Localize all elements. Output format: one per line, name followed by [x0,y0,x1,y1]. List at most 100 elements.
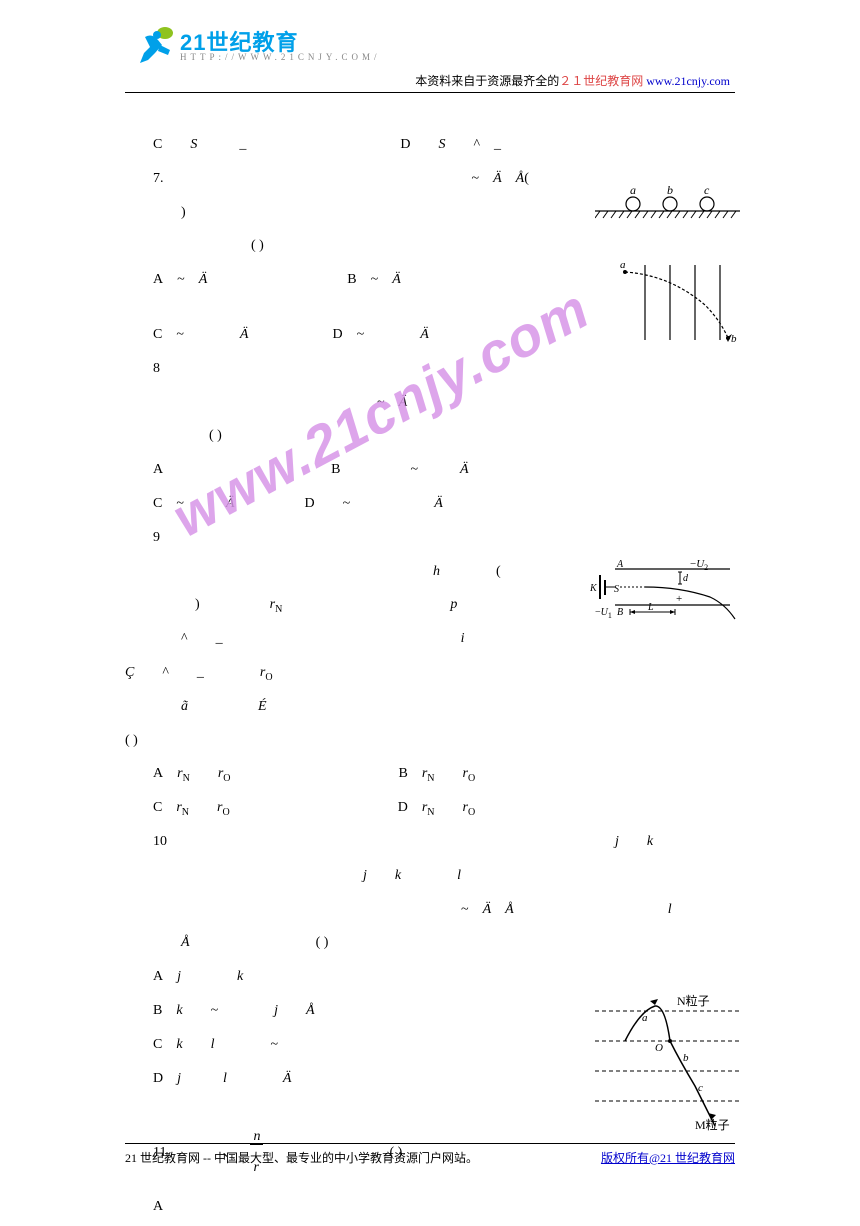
sym: ^ [473,137,480,152]
sym: Ä [434,496,443,511]
line-spacer2 [125,1097,735,1119]
line-15: )rNp [125,590,735,621]
svg-text:c: c [704,184,710,197]
var: k [395,868,401,883]
line-11: AB~Ä [125,455,735,486]
sym: Ä [460,462,469,477]
sym: ~ [177,272,185,287]
sym: ~ [461,902,469,917]
sym: Ä [283,1071,292,1086]
opt-a: A [153,1199,163,1214]
sub: N [182,807,189,818]
sub: O [222,807,229,818]
opt-b: B [399,766,408,781]
sym: Å [181,935,190,950]
paren: ) [195,597,200,612]
q-num: 8 [153,361,160,376]
sym: Å [505,902,514,917]
opt-b: B [153,1003,162,1018]
sym: Ä [199,272,208,287]
sym: ~ [176,327,184,342]
sym: ~ [377,395,385,410]
line-28: Ckl~ [125,1030,735,1061]
line-8: 8 [125,354,735,385]
sym: Ä [493,171,502,186]
svg-text:a: a [620,260,626,271]
opt-d: D [398,800,408,815]
opt-a: A [153,969,163,984]
footer-text: 21 世纪教育网 -- 中国最大型、最专业的中小学教育资源门户网站。 版权所有@… [125,1149,735,1166]
footer-left: 21 世纪教育网 -- 中国最大型、最专业的中小学教育资源门户网站。 [125,1149,478,1166]
var: j [177,1071,181,1086]
page-header: 21世纪教育 HTTP://WWW.21CNJY.COM/ 本资料来自于资源最齐… [0,20,860,90]
opt-d: D [332,327,342,342]
line-spacer [125,299,735,317]
line-14: h( A B −U2 K S L + −U1 [125,557,735,588]
sym: ~ [176,496,184,511]
opt-b: B [331,462,340,477]
sub-n: N [275,604,282,615]
line-21: CrNrODrNrO [125,793,735,824]
sym: Ä [240,327,249,342]
sym: Ä [483,902,492,917]
header-red: ２１世纪教育网 [559,74,643,88]
answer-blank: ( ) [125,733,138,748]
sub: N [427,807,434,818]
var: j [177,969,181,984]
sym: ~ [211,1003,219,1018]
svg-text:b: b [667,184,673,197]
line-23: jkl [125,861,735,892]
opt-d: D [304,496,314,511]
line-3: ) [125,198,735,229]
var: k [176,1037,182,1052]
paren: ( [524,171,529,186]
var: k [176,1003,182,1018]
line-5: A~ÄB~Ä a b [125,265,735,296]
var-s: S [438,137,445,152]
var-p: p [450,597,457,612]
sym: Ä [226,496,235,511]
line-24: ~ÄÅl [125,895,735,926]
sym: ~ [357,327,365,342]
line-9: ~Ä [125,388,735,419]
opt-c: C [153,496,162,511]
sym: ã [181,699,188,714]
logo-subtext: HTTP://WWW.21CNJY.COM/ [180,52,381,62]
sym: ~ [270,1037,278,1052]
line-4: ( ) [125,231,735,262]
var: k [647,834,653,849]
line-16: ^_i [125,624,735,655]
sym: Ç [125,665,134,680]
var: j [363,868,367,883]
line-18: ãÉ [125,692,735,723]
sym: É [258,699,267,714]
sym: Ä [420,327,429,342]
opt-d: D [400,137,410,152]
sub: O [468,773,475,784]
svg-text:A: A [616,559,624,570]
sub: N [427,773,434,784]
sym: Å [306,1003,315,1018]
sym: ~ [410,462,418,477]
opt-c: C [153,1037,162,1052]
page-footer: 21 世纪教育网 -- 中国最大型、最专业的中小学教育资源门户网站。 版权所有@… [125,1143,735,1166]
var: j [615,834,619,849]
logo: 21世纪教育 HTTP://WWW.21CNJY.COM/ [130,20,330,70]
line-19: ( ) [125,726,735,757]
opt-a: A [153,766,163,781]
sym: ^ [162,665,169,680]
sym: _ [494,137,501,152]
answer-blank: ( ) [251,238,264,253]
line-13: 9 [125,523,735,554]
sym: ^ [181,631,188,646]
opt-c: C [153,137,162,152]
sub-o: O [265,672,272,683]
svg-text:a: a [642,1012,648,1024]
sym: Ä [399,395,408,410]
opt-a: A [153,272,163,287]
footer-right-link[interactable]: 版权所有@21 世纪教育网 [601,1149,735,1166]
paren: ) [181,205,186,220]
line-7: C~ÄD~Ä [125,320,735,351]
header-prefix: 本资料来自于资源最齐全的 [415,74,559,88]
header-url[interactable]: www.21cnjy.com [643,74,730,88]
